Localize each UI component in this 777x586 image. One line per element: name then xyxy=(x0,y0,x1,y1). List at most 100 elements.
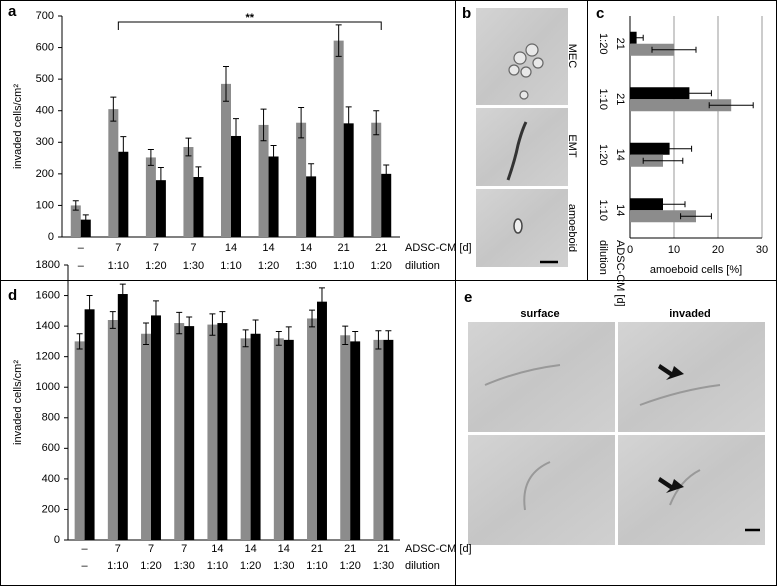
bar xyxy=(373,339,384,540)
x-tick-label: 7 xyxy=(190,242,196,254)
y-tick-label: 1:20 xyxy=(597,144,609,165)
y-tick-label: 0 xyxy=(48,231,54,243)
error-bar xyxy=(260,108,267,142)
bar xyxy=(258,124,269,237)
error-bar xyxy=(120,136,127,168)
bar xyxy=(107,320,118,540)
error-bar xyxy=(383,164,390,184)
bar xyxy=(183,147,194,237)
micrographs-b: MEC EMT amoeboid xyxy=(476,8,578,267)
x-tick-label: 1:20 xyxy=(371,260,392,272)
bar xyxy=(350,341,361,540)
bar xyxy=(151,315,161,540)
y-tick-label: 600 xyxy=(36,41,54,53)
error-bar xyxy=(143,322,150,345)
error-bar xyxy=(680,213,712,220)
error-bar xyxy=(342,325,349,345)
bar xyxy=(231,135,241,237)
bar xyxy=(174,323,185,540)
arrow xyxy=(658,364,684,380)
row-label: dilution xyxy=(405,560,440,572)
error-bar xyxy=(152,300,159,331)
error-bar xyxy=(109,311,116,329)
error-bar xyxy=(270,144,277,169)
error-bar xyxy=(195,166,202,188)
bar xyxy=(141,333,151,540)
error-bar xyxy=(252,319,259,348)
row-label: dilution xyxy=(405,260,440,272)
y-tick-label: 1400 xyxy=(36,320,60,332)
x-tick-label: 7 xyxy=(115,543,121,555)
micrographs-e: surface invaded xyxy=(468,308,765,545)
y-axis-label: invaded cells/cm² xyxy=(12,360,24,445)
error-bar xyxy=(666,90,712,97)
error-bar xyxy=(147,149,154,166)
significance-label: ** xyxy=(245,12,254,24)
y-tick-label: 21 xyxy=(614,93,626,105)
x-tick-label: 1:30 xyxy=(273,560,294,572)
error-bar xyxy=(157,167,164,194)
x-tick-label: 1:30 xyxy=(183,260,204,272)
error-bar xyxy=(76,333,83,350)
bar xyxy=(307,318,317,540)
error-bar xyxy=(242,329,249,348)
bar xyxy=(145,157,156,237)
error-bar xyxy=(233,118,239,154)
error-bar xyxy=(110,96,117,122)
y-tick-label: 800 xyxy=(42,412,60,424)
y-tick-label: 21 xyxy=(614,38,626,50)
bar xyxy=(340,335,351,540)
x-tick-label: – xyxy=(78,242,85,254)
micrograph xyxy=(468,322,615,432)
bar xyxy=(383,339,394,540)
micrograph xyxy=(476,108,568,186)
error-bar xyxy=(186,316,193,336)
x-tick-label: 1:10 xyxy=(108,260,129,272)
x-tick-label: 14 xyxy=(300,242,312,254)
error-bar xyxy=(119,283,126,305)
y-tick-label: 1:20 xyxy=(597,33,609,54)
x-tick-label: 1:30 xyxy=(373,560,394,572)
panel-label: e xyxy=(464,289,472,306)
micrograph xyxy=(618,322,765,432)
bar xyxy=(371,122,382,237)
error-bar xyxy=(708,102,754,109)
x-tick-label: 21 xyxy=(377,543,389,555)
y-tick-label: 1200 xyxy=(36,351,60,363)
row-label: ADSC-CM [d] xyxy=(405,543,472,555)
error-bar xyxy=(629,34,644,41)
bar xyxy=(306,176,317,237)
panel-label: c xyxy=(596,5,604,22)
row-label: ADSC-CM [d] xyxy=(614,240,626,307)
bar xyxy=(221,83,231,237)
error-bar xyxy=(275,330,282,346)
error-bar xyxy=(86,295,93,324)
error-bar xyxy=(82,214,89,225)
error-bar xyxy=(176,311,183,335)
x-tick-label: 1:30 xyxy=(295,260,316,272)
y-tick-label: 100 xyxy=(36,199,54,211)
x-tick-label: – xyxy=(82,560,89,572)
significance-bracket xyxy=(117,21,382,30)
x-tick-label: – xyxy=(82,543,89,555)
error-bar xyxy=(298,107,305,139)
error-bar xyxy=(219,311,226,336)
error-bar xyxy=(375,330,382,350)
error-bar xyxy=(373,110,380,136)
bar xyxy=(207,324,218,540)
bar xyxy=(217,323,228,540)
bar xyxy=(630,210,696,223)
error-bar xyxy=(318,287,325,316)
x-tick-label: 21 xyxy=(375,242,387,254)
bar xyxy=(317,301,327,540)
x-tick-label: 10 xyxy=(668,244,680,256)
error-bar xyxy=(308,163,315,190)
bar xyxy=(630,87,690,100)
bar xyxy=(268,156,279,237)
bar xyxy=(184,326,195,540)
x-tick-label: 14 xyxy=(211,543,223,555)
x-tick-label: 21 xyxy=(338,242,350,254)
error-bar xyxy=(185,137,192,157)
y-tick-label: 400 xyxy=(42,473,60,485)
